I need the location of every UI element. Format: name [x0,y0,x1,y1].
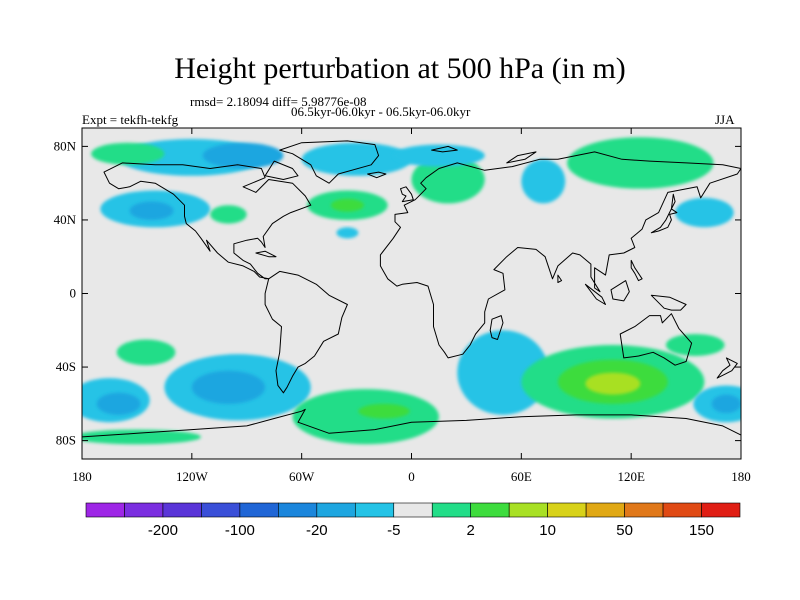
coastline-north-america [103,162,312,280]
coastline-sri-lanka [557,274,563,283]
colorbar-label: -100 [225,522,255,539]
contour-region [336,227,359,239]
contour-region [665,333,725,357]
colorbar-swatch [85,502,125,518]
x-tick-label: 180 [731,469,751,484]
contour-fill-layer [82,137,741,445]
coastline-japan [650,208,678,234]
coastline-sumatra [584,283,606,305]
colorbar-swatch [354,502,395,518]
colorbar-swatch [431,502,472,518]
coastline-philippines [630,259,643,282]
coastline-britain [400,186,414,203]
colorbar: -200 -100 -20 -5 2 10 50 150 [85,502,741,539]
contour-region [521,159,566,204]
coastline-svalbard [431,145,458,153]
coastline-baffin [264,160,299,180]
coastline-borneo [610,280,630,302]
contour-region [191,370,266,404]
contour-region [210,205,247,224]
stats-text: rmsd= 2.18094 diff= 5.98776e-08 [190,94,367,109]
colorbar-swatch [701,502,741,518]
y-tick-label: 80N [54,138,77,153]
colorbar-swatch [201,502,241,518]
coastline-sakhalin [670,193,676,210]
contour-region [129,201,174,220]
colorbar-swatch [585,502,625,518]
coastline-madagascar [489,315,504,340]
contour-region [82,429,201,445]
contour-region [358,403,410,419]
contour-region [301,142,412,176]
colorbar-swatch [239,502,279,518]
colorbar-label: 2 [467,522,475,539]
y-tick-label: 0 [70,286,77,301]
coastline-novaya-zemlya [506,151,537,164]
contour-region [330,198,364,212]
experiment-label: Expt = tekfh-tekfg [82,112,179,127]
x-tick-label: 60E [511,469,532,484]
contour-region [202,142,284,169]
colorbar-swatch [393,502,433,518]
x-tick-label: 180 [72,469,92,484]
x-tick-label: 60W [289,469,315,484]
contour-region [567,137,714,189]
contour-region [91,142,165,165]
contour-region [711,394,741,414]
period-label: 06.5kyr-06.0kyr - 06.5kyr-06.0kyr [291,104,471,119]
colorbar-swatch [624,502,664,518]
colorbar-label: 50 [616,522,633,539]
colorbar-swatch [508,502,548,518]
map-title: Height perturbation at 500 hPa (in m) [174,52,626,85]
y-tick-label: 40N [54,212,77,227]
contour-region [116,339,176,366]
colorbar-label: -5 [387,522,400,539]
colorbar-label: 10 [539,522,556,539]
season-label: JJA [715,112,735,127]
coastline-iceland [367,171,387,179]
colorbar-swatch [316,502,356,518]
y-tick-label: 40S [56,359,76,374]
colorbar-swatch [547,502,587,518]
colorbar-swatch [278,502,318,518]
coastline-new-guinea [650,294,687,311]
contour-region [393,144,485,167]
coastline-antarctica [82,408,741,438]
coastline-new-zealand [716,357,738,379]
colorbar-swatch [470,502,510,518]
x-tick-label: 120W [176,469,209,484]
colorbar-swatch [124,502,164,518]
colorbar-label: -200 [148,522,178,539]
coastline-layer [82,140,741,438]
colorbar-label: -20 [306,522,328,539]
contour-region [292,389,439,445]
axis-ticks: 180 120W 60W 0 60E 120E 180 80N 40N 0 40S 80S [54,128,751,484]
contour-region [457,330,549,415]
contour-region [96,392,141,415]
x-tick-label: 0 [408,469,415,484]
coastline-australia [619,313,693,366]
colorbar-swatch [662,502,702,518]
colorbar-swatch [162,502,202,518]
colorbar-label: 150 [689,522,714,539]
coastline-south-america [264,270,348,394]
y-tick-label: 80S [56,433,76,448]
coastline-cuba [255,250,277,258]
coastline-greenland [279,140,380,184]
contour-region [411,155,485,204]
x-tick-label: 120E [617,469,645,484]
coastline-afro-eurasia [379,151,741,359]
contour-region [585,372,641,395]
contour-region [675,197,734,228]
